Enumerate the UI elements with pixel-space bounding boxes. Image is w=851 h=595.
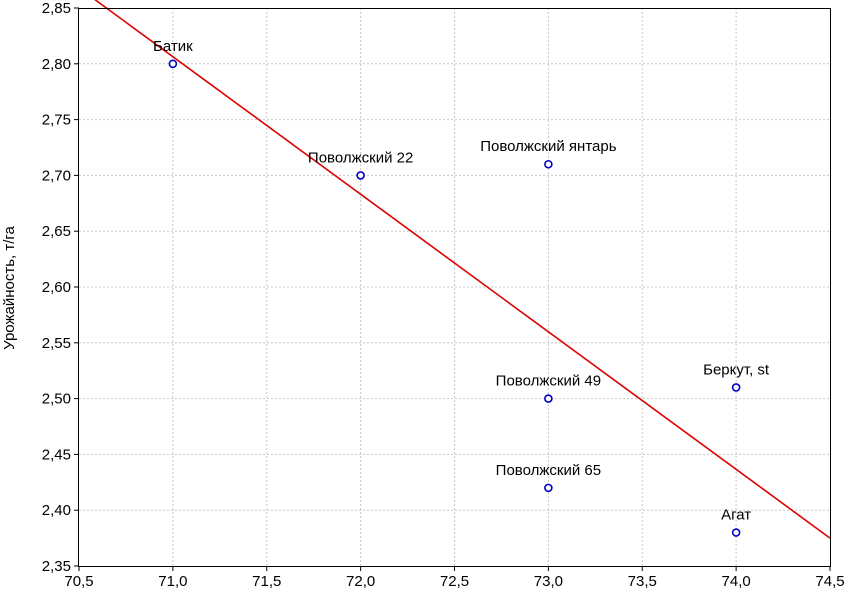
x-tick-label: 74,5 <box>815 573 844 590</box>
trendline-layer <box>94 0 831 539</box>
x-tick-label: 72,5 <box>440 573 469 590</box>
points-layer <box>168 59 741 537</box>
y-tick-label: 2,45 <box>42 446 71 463</box>
data-point <box>544 394 553 403</box>
regression-line <box>94 0 831 539</box>
y-tick-label: 2,60 <box>42 279 71 296</box>
x-tick-label: 71,0 <box>158 573 187 590</box>
point-label: Поволжский 22 <box>308 149 413 166</box>
point-label: Поволжский 65 <box>496 462 601 479</box>
data-point <box>356 171 365 180</box>
y-tick-label: 2,85 <box>42 0 71 17</box>
x-axis-ticks: 70,5 71,0 71,5 72,0 72,5 73,0 73,5 74,0 74,5 <box>64 566 845 590</box>
y-tick-label: 2,75 <box>42 112 71 129</box>
data-point <box>731 383 741 392</box>
data-point <box>544 159 553 169</box>
x-tick-label: 74,0 <box>722 573 751 590</box>
point-labels-layer: Батик Поволжский 22 Поволжский янтарь Повол… <box>153 38 770 524</box>
x-tick-label: 70,5 <box>64 573 93 590</box>
point-label: Поволжский 49 <box>496 373 601 390</box>
point-label: Агат <box>721 507 751 524</box>
data-point <box>168 59 178 69</box>
point-label: Беркут, st <box>703 361 770 378</box>
y-tick-label: 2,80 <box>42 56 71 73</box>
y-tick-label: 2,55 <box>42 335 71 352</box>
point-label: Поволжский янтарь <box>480 138 617 155</box>
y-tick-label: 2,40 <box>42 502 71 519</box>
grid <box>79 8 830 566</box>
y-tick-label: 2,65 <box>42 223 71 240</box>
point-label: Батик <box>153 38 193 55</box>
y-axis-title: Урожайность, т/га <box>1 225 18 349</box>
data-point <box>544 483 553 493</box>
x-tick-label: 72,0 <box>346 573 375 590</box>
y-tick-label: 2,70 <box>42 167 71 184</box>
y-axis-ticks: 2,35 2,40 2,45 2,50 2,55 2,60 2,65 2,70 2,75 2,80… <box>42 0 79 575</box>
x-tick-label: 73,5 <box>628 573 657 590</box>
y-tick-label: 2,35 <box>42 558 71 575</box>
x-tick-label: 73,0 <box>534 573 563 590</box>
data-point <box>731 528 741 537</box>
x-tick-label: 71,5 <box>252 573 281 590</box>
y-tick-label: 2,50 <box>42 391 71 408</box>
